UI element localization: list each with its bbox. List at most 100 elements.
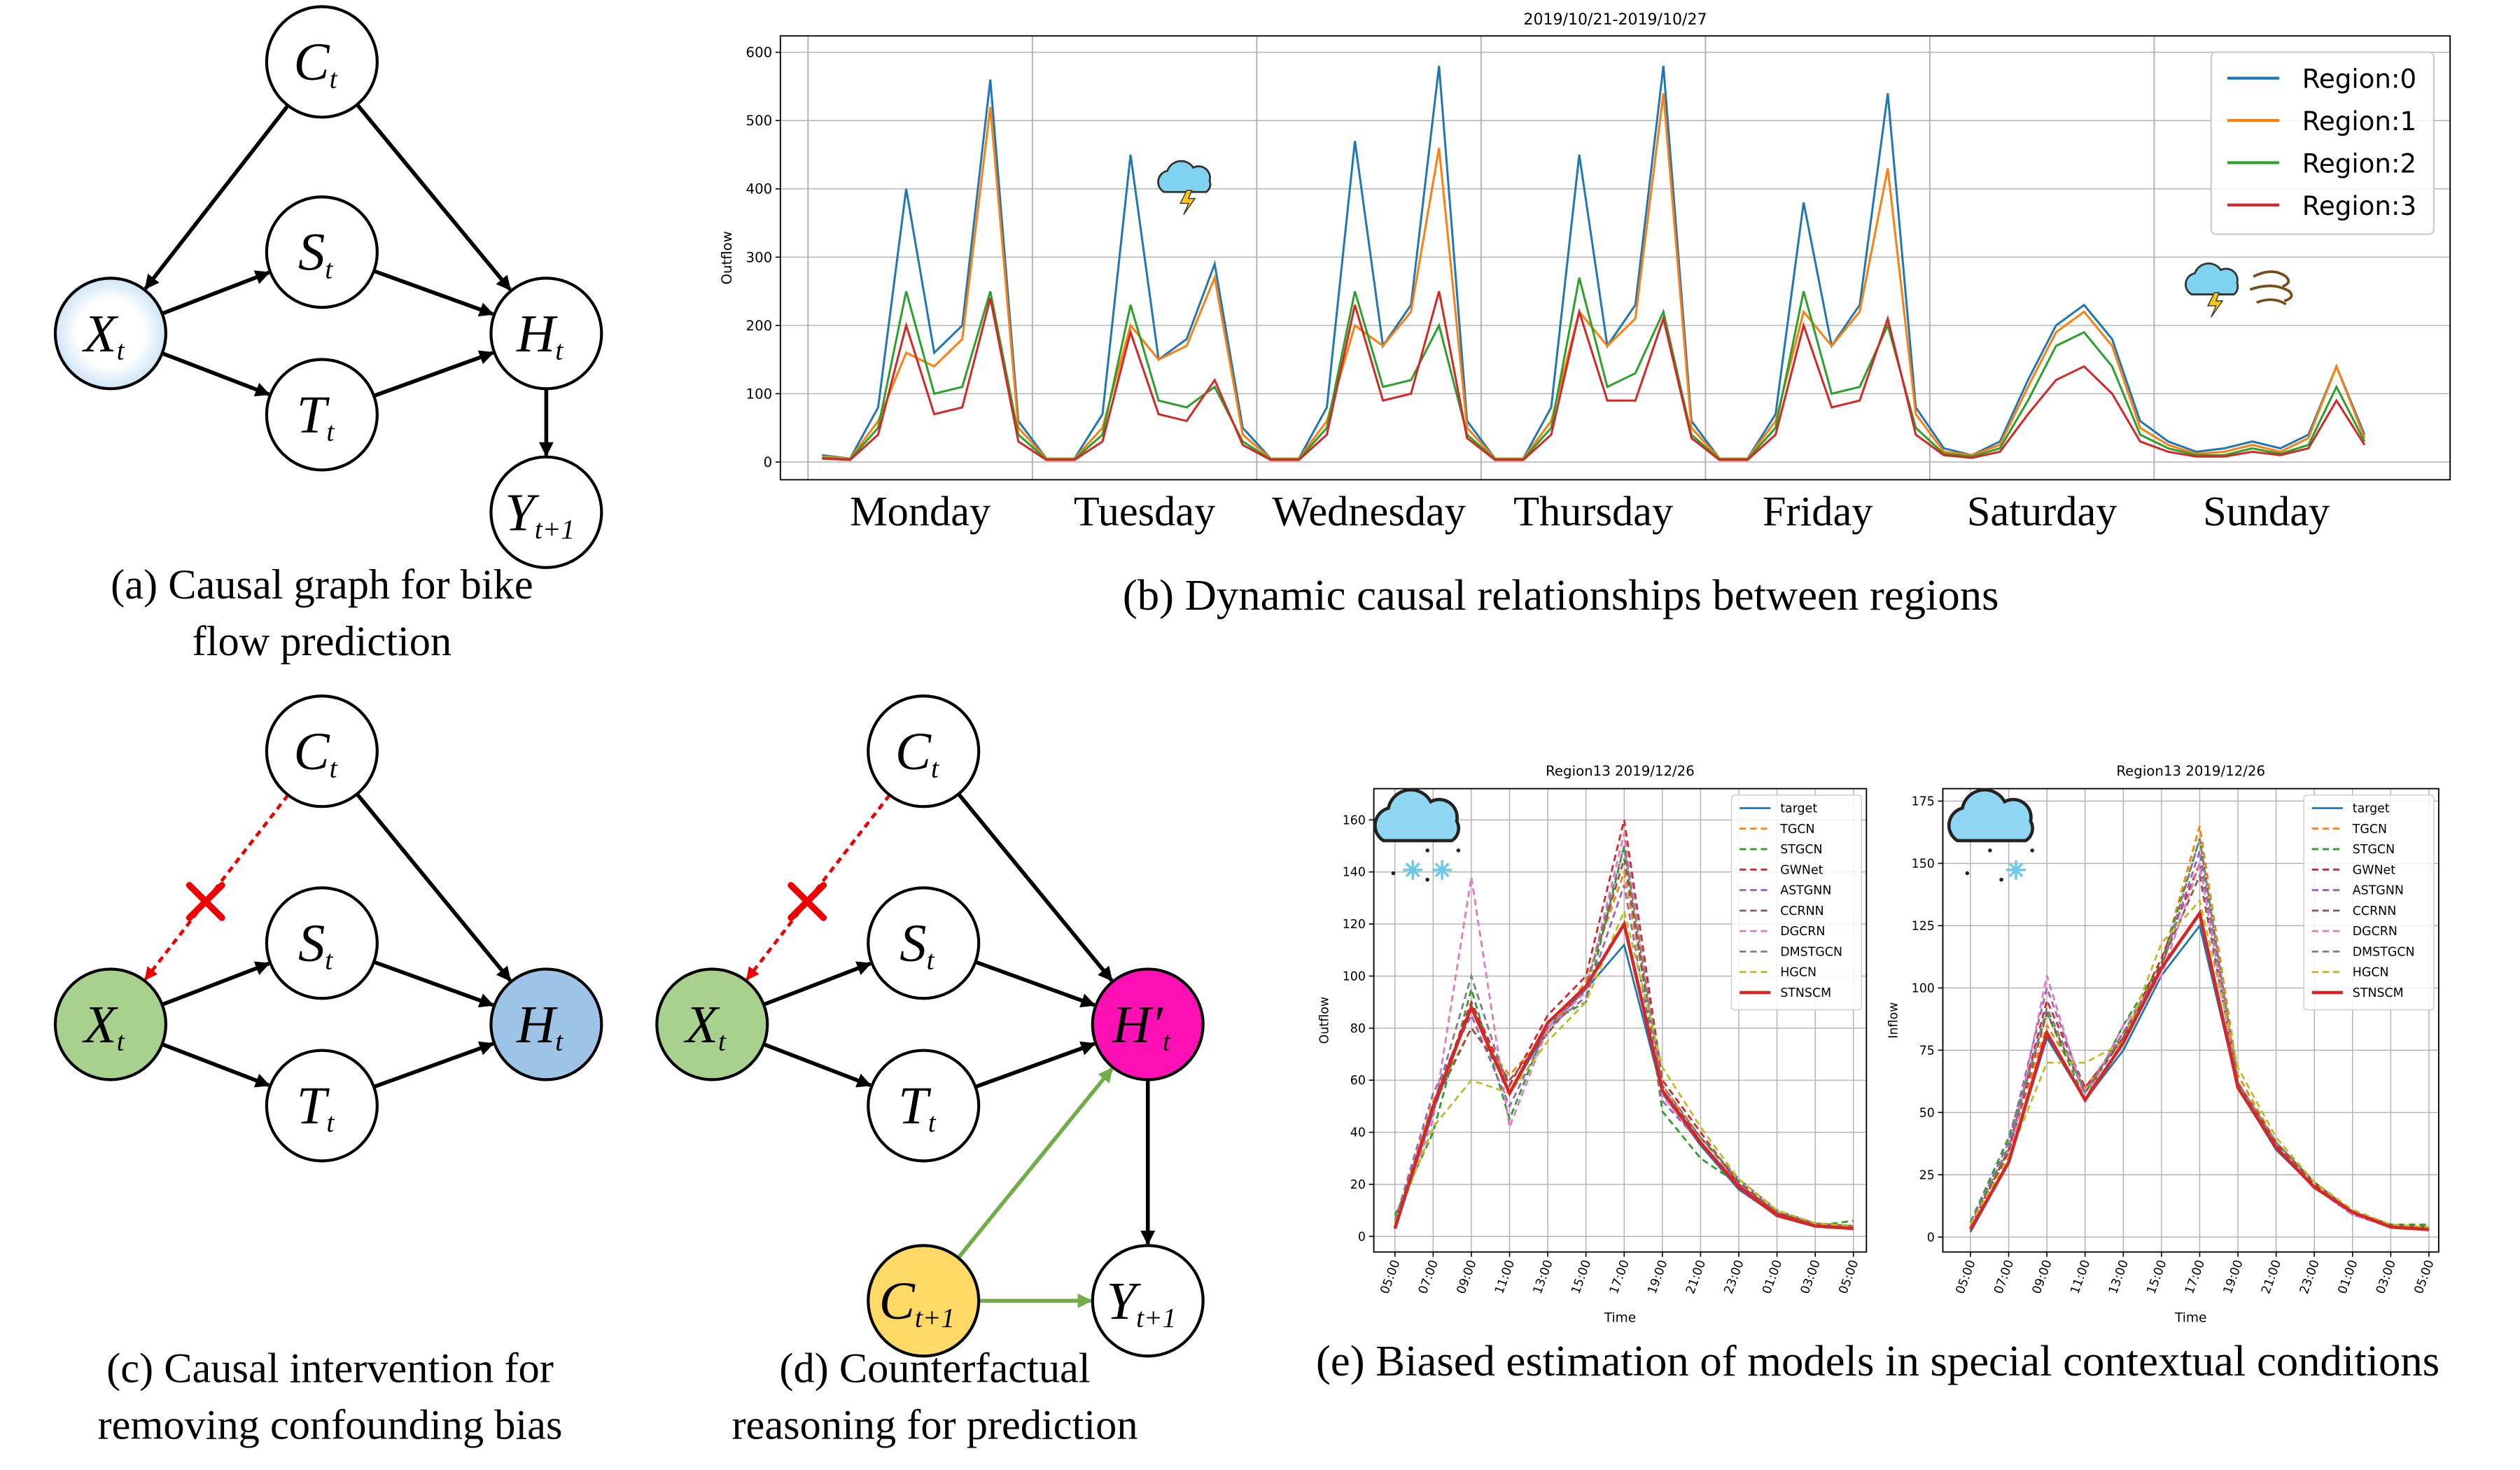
node-subscript: t (931, 752, 939, 783)
cut-mark (186, 881, 225, 921)
node-label: Ht (516, 995, 564, 1057)
node-subscript: t (555, 1026, 564, 1057)
line-chart: 05:00 07:00 09:00 11:00 13:00 15:00 17:00 19:00… (1316, 763, 2440, 1385)
node (1091, 967, 1205, 1082)
storm-icon (2185, 262, 2239, 318)
edge (974, 960, 1096, 1008)
chart-title: 2019/10/21-2019/10/27 (1523, 11, 1707, 29)
legend-label: GWNet (1780, 863, 1823, 877)
x-tick-label: 09:00 (2030, 1258, 2055, 1296)
edge (974, 1041, 1096, 1089)
y-axis-label: Inflow (1886, 1002, 1900, 1039)
node (265, 5, 379, 119)
caption: (e) Biased estimation of models in speci… (1316, 1336, 2440, 1385)
node (867, 1049, 981, 1163)
legend-label: DMSTGCN (1780, 945, 1842, 959)
node-subscript: t+1 (915, 1302, 955, 1333)
node-subscript: t (330, 752, 338, 783)
node-subscript: t (928, 1107, 937, 1138)
chart-title: Region13 2019/12/26 (2116, 763, 2265, 779)
wind-icon (2249, 270, 2293, 306)
x-tick-label: Saturday (1967, 488, 2118, 535)
line-chart: 05:00 07:00 09:00 11:00 13:00 15:00 17:00 19:00… (1886, 763, 2440, 1325)
plot-frame (779, 35, 2451, 481)
node (53, 967, 167, 1082)
node-label: Tt (297, 1076, 335, 1138)
node-symbol: X (683, 995, 720, 1054)
node-label: Xt (82, 995, 125, 1057)
y-tick-label: 20 (1350, 1178, 1366, 1192)
y-tick-label: 100 (1912, 981, 1935, 995)
legend-label: target (2353, 802, 2390, 816)
y-tick-label: 100 (1343, 969, 1366, 983)
y-tick-label: 100 (746, 386, 773, 402)
node (1091, 1244, 1205, 1358)
y-tick-label: 0 (1927, 1231, 1935, 1245)
node (265, 694, 379, 808)
node-symbol: C (895, 722, 932, 781)
edge (957, 792, 1114, 982)
caption: (d) Counterfactual (779, 1345, 1090, 1392)
x-tick-label: 15:00 (2145, 1258, 2170, 1296)
y-tick-label: 600 (746, 45, 773, 61)
legend-label: DGCRN (1780, 925, 1825, 939)
node-label: Yt+1 (505, 482, 575, 545)
x-tick-label: Friday (1763, 488, 1873, 535)
edge (161, 961, 270, 1007)
y-tick-label: 40 (1350, 1126, 1366, 1140)
series-line (822, 66, 2366, 460)
node-symbol: C (294, 722, 330, 781)
edge (956, 1067, 1114, 1259)
y-tick-label: 25 (1919, 1168, 1935, 1182)
y-axis-label: Outflow (719, 231, 735, 284)
edge (355, 792, 512, 982)
x-tick-label: Monday (850, 488, 990, 535)
node-label: St (298, 223, 333, 285)
x-tick-label: 03:00 (1798, 1258, 1823, 1296)
node-symbol: T (898, 1076, 932, 1135)
node-label: Ct (895, 722, 939, 784)
x-axis-label: Time (2174, 1310, 2206, 1325)
x-tick-label: 07:00 (1991, 1258, 2017, 1296)
node (489, 455, 603, 569)
node-label: Xt (683, 995, 727, 1057)
node-symbol: C (294, 32, 330, 92)
node (867, 1244, 981, 1358)
x-tick-label: Wednesday (1272, 488, 1466, 535)
series-line (1394, 846, 1854, 1227)
node-label: Ht (516, 304, 564, 366)
x-tick-label: 09:00 (1455, 1258, 1480, 1296)
node-label: H′t (1112, 995, 1171, 1057)
edge (161, 351, 270, 397)
x-tick-label: 19:00 (1646, 1258, 1671, 1296)
node-symbol: H (516, 304, 558, 363)
edge (144, 104, 290, 290)
node (489, 276, 603, 391)
edge (356, 103, 512, 291)
y-tick-label: 500 (746, 113, 773, 129)
x-tick-label: 15:00 (1569, 1258, 1594, 1296)
y-tick-label: 0 (1358, 1230, 1366, 1244)
node (655, 967, 769, 1082)
node-symbol: Y (505, 482, 540, 542)
x-tick-label: 17:00 (1607, 1258, 1632, 1296)
node (265, 195, 379, 309)
snow-icon (1373, 788, 1461, 882)
cut-mark (788, 881, 827, 921)
node-symbol: C (879, 1271, 916, 1331)
node-symbol: S (298, 913, 325, 973)
series-line (1393, 919, 1854, 1231)
node-subscript: t (326, 416, 335, 447)
series-line (1968, 909, 2430, 1231)
y-tick-label: 50 (1919, 1106, 1935, 1120)
y-tick-label: 300 (746, 249, 773, 265)
x-tick-label: 11:00 (2068, 1258, 2093, 1296)
legend-label: GWNet (2353, 863, 2395, 877)
node-label: Ct (294, 32, 338, 94)
plot-frame (1942, 788, 2440, 1253)
node-symbol: Y (1106, 1271, 1141, 1331)
y-tick-label: 400 (746, 181, 773, 197)
legend-label: TGCN (2352, 822, 2387, 836)
